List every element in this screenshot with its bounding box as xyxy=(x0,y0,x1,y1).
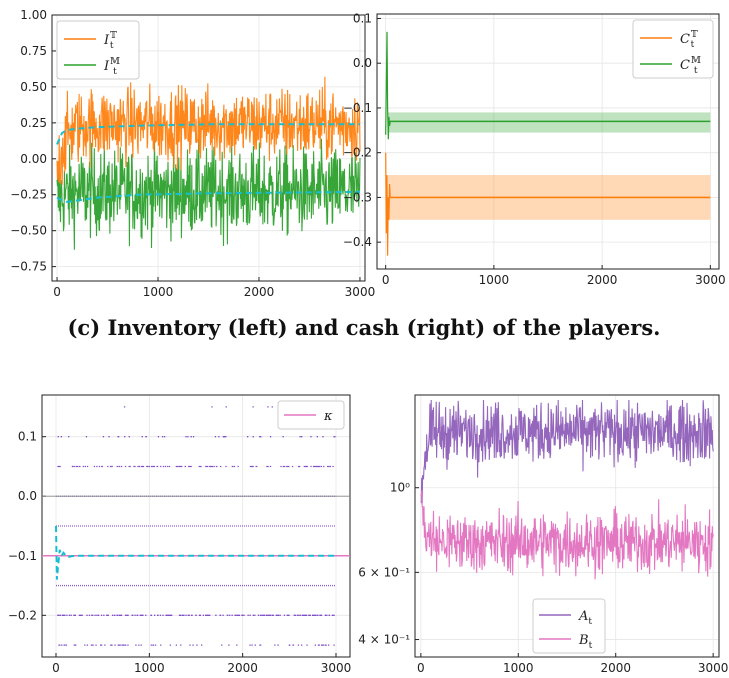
x-tick-label-0: 0 xyxy=(53,285,61,299)
y-tick-label-4: 0.0 xyxy=(353,56,372,70)
y-tick-label-0: 10⁰ xyxy=(390,481,410,495)
x-tick-label-3: 3000 xyxy=(698,661,729,675)
legend-main: I xyxy=(103,59,110,74)
axes-frame xyxy=(41,394,351,658)
y-tick-label-3: 0.00 xyxy=(20,152,47,166)
x-tick-label-2: 2000 xyxy=(587,273,618,287)
y-tick-label-1: 6 × 10⁻¹ xyxy=(358,565,410,579)
legend-main: I xyxy=(103,33,110,48)
y-tick-label-2: −0.25 xyxy=(10,188,47,202)
inventory-chart: 0 1000 2000 3000 −0.75 −0.50 −0.25 0.00 0.25 0.50… xyxy=(10,8,375,299)
series-inventory-T xyxy=(56,76,361,185)
series-inventory-M xyxy=(56,136,361,250)
x-tick-label-0: 0 xyxy=(382,273,390,287)
legend-label-0: I𝕋 t xyxy=(103,31,117,51)
series-B xyxy=(420,490,714,580)
figure-caption: (c) Inventory (left) and cash (right) of… xyxy=(68,315,661,340)
x-tick-label-1: 1000 xyxy=(143,285,174,299)
y-tick-label-3: −0.1 xyxy=(343,101,372,115)
x-tick-label-1: 1000 xyxy=(134,661,165,675)
y-tick-label-1: −0.50 xyxy=(10,224,47,238)
kappa-estimate xyxy=(55,525,336,580)
y-tick-label-5: 0.50 xyxy=(20,80,47,94)
x-tick-label-3: 3000 xyxy=(695,273,726,287)
y-tick-label-1: −0.1 xyxy=(8,549,37,563)
legend-sup: 𝕋 xyxy=(691,30,698,40)
transient-0 xyxy=(385,152,391,256)
y-tick-label-0: −0.75 xyxy=(10,260,47,274)
band-1 xyxy=(387,112,711,133)
legend-main: A xyxy=(578,609,588,624)
legend-label-0: At xyxy=(578,609,592,627)
legend-label-1: C𝕄 t xyxy=(680,56,701,76)
axes-frame xyxy=(51,14,366,282)
legend: κ xyxy=(277,400,345,430)
kappa-chart: 0 1000 2000 3000 −0.2 −0.1 0.0 0.1 κ xyxy=(8,394,352,675)
y-tick-label-4: 0.25 xyxy=(20,116,47,130)
axes-frame xyxy=(414,394,720,658)
legend-sub: t xyxy=(110,41,114,51)
x-tick-label-2: 2000 xyxy=(244,285,275,299)
legend-main: C xyxy=(680,32,690,47)
legend-box xyxy=(532,598,606,654)
x-tick-label-0: 0 xyxy=(52,661,60,675)
axes-frame xyxy=(376,13,720,270)
y-tick-label-5: 0.1 xyxy=(353,11,372,25)
legend-main: C xyxy=(680,58,690,73)
legend-box xyxy=(632,19,714,79)
x-tick-label-2: 2000 xyxy=(227,661,258,675)
legend-box xyxy=(56,20,140,80)
cash-chart: 0 1000 2000 3000−0.4−0.3−0.2−0.10.00.1C𝕋 tC𝕄… xyxy=(343,11,726,287)
legend-label-0: κ xyxy=(323,409,333,424)
legend-sup: 𝕋 xyxy=(110,31,117,41)
transient-1 xyxy=(385,31,391,140)
legend-sub: t xyxy=(113,67,117,77)
legend-sub: t xyxy=(691,40,695,50)
legend-label-1: I𝕄 t xyxy=(103,57,120,77)
series-running-mean-3 xyxy=(56,190,361,203)
series-A xyxy=(420,399,714,504)
legend-sup: 𝕄 xyxy=(110,57,120,67)
legend-label-0: C𝕋 t xyxy=(680,30,698,50)
legend-label-1: Bt xyxy=(578,633,593,651)
y-tick-label-6: 0.75 xyxy=(20,44,47,58)
x-tick-label-0: 0 xyxy=(417,661,425,675)
y-tick-label-0: −0.4 xyxy=(343,235,372,249)
legend: I𝕋 tI𝕄 t xyxy=(56,20,140,80)
y-tick-label-2: 0.0 xyxy=(18,489,37,503)
legend-sub: t xyxy=(589,641,593,651)
y-tick-label-2: −0.2 xyxy=(343,146,372,160)
legend-main: B xyxy=(578,633,589,648)
x-tick-label-1: 1000 xyxy=(503,661,534,675)
x-tick-label-2: 2000 xyxy=(600,661,631,675)
legend-sub: t xyxy=(588,617,592,627)
legend-main: κ xyxy=(323,409,333,424)
legend: C𝕋 tC𝕄 t xyxy=(632,19,714,79)
x-tick-label-3: 3000 xyxy=(345,285,376,299)
legend-sup: 𝕄 xyxy=(691,56,701,66)
y-tick-label-7: 1.00 xyxy=(20,8,47,22)
x-tick-label-3: 3000 xyxy=(321,661,352,675)
legend-sub: t xyxy=(694,66,698,76)
series-running-mean-2 xyxy=(56,123,360,145)
y-tick-label-3: 0.1 xyxy=(18,430,37,444)
y-tick-label-0: −0.2 xyxy=(8,608,37,622)
y-tick-label-1: −0.3 xyxy=(343,190,372,204)
x-tick-label-1: 1000 xyxy=(479,273,510,287)
y-tick-label-2: 4 × 10⁻¹ xyxy=(358,633,410,647)
